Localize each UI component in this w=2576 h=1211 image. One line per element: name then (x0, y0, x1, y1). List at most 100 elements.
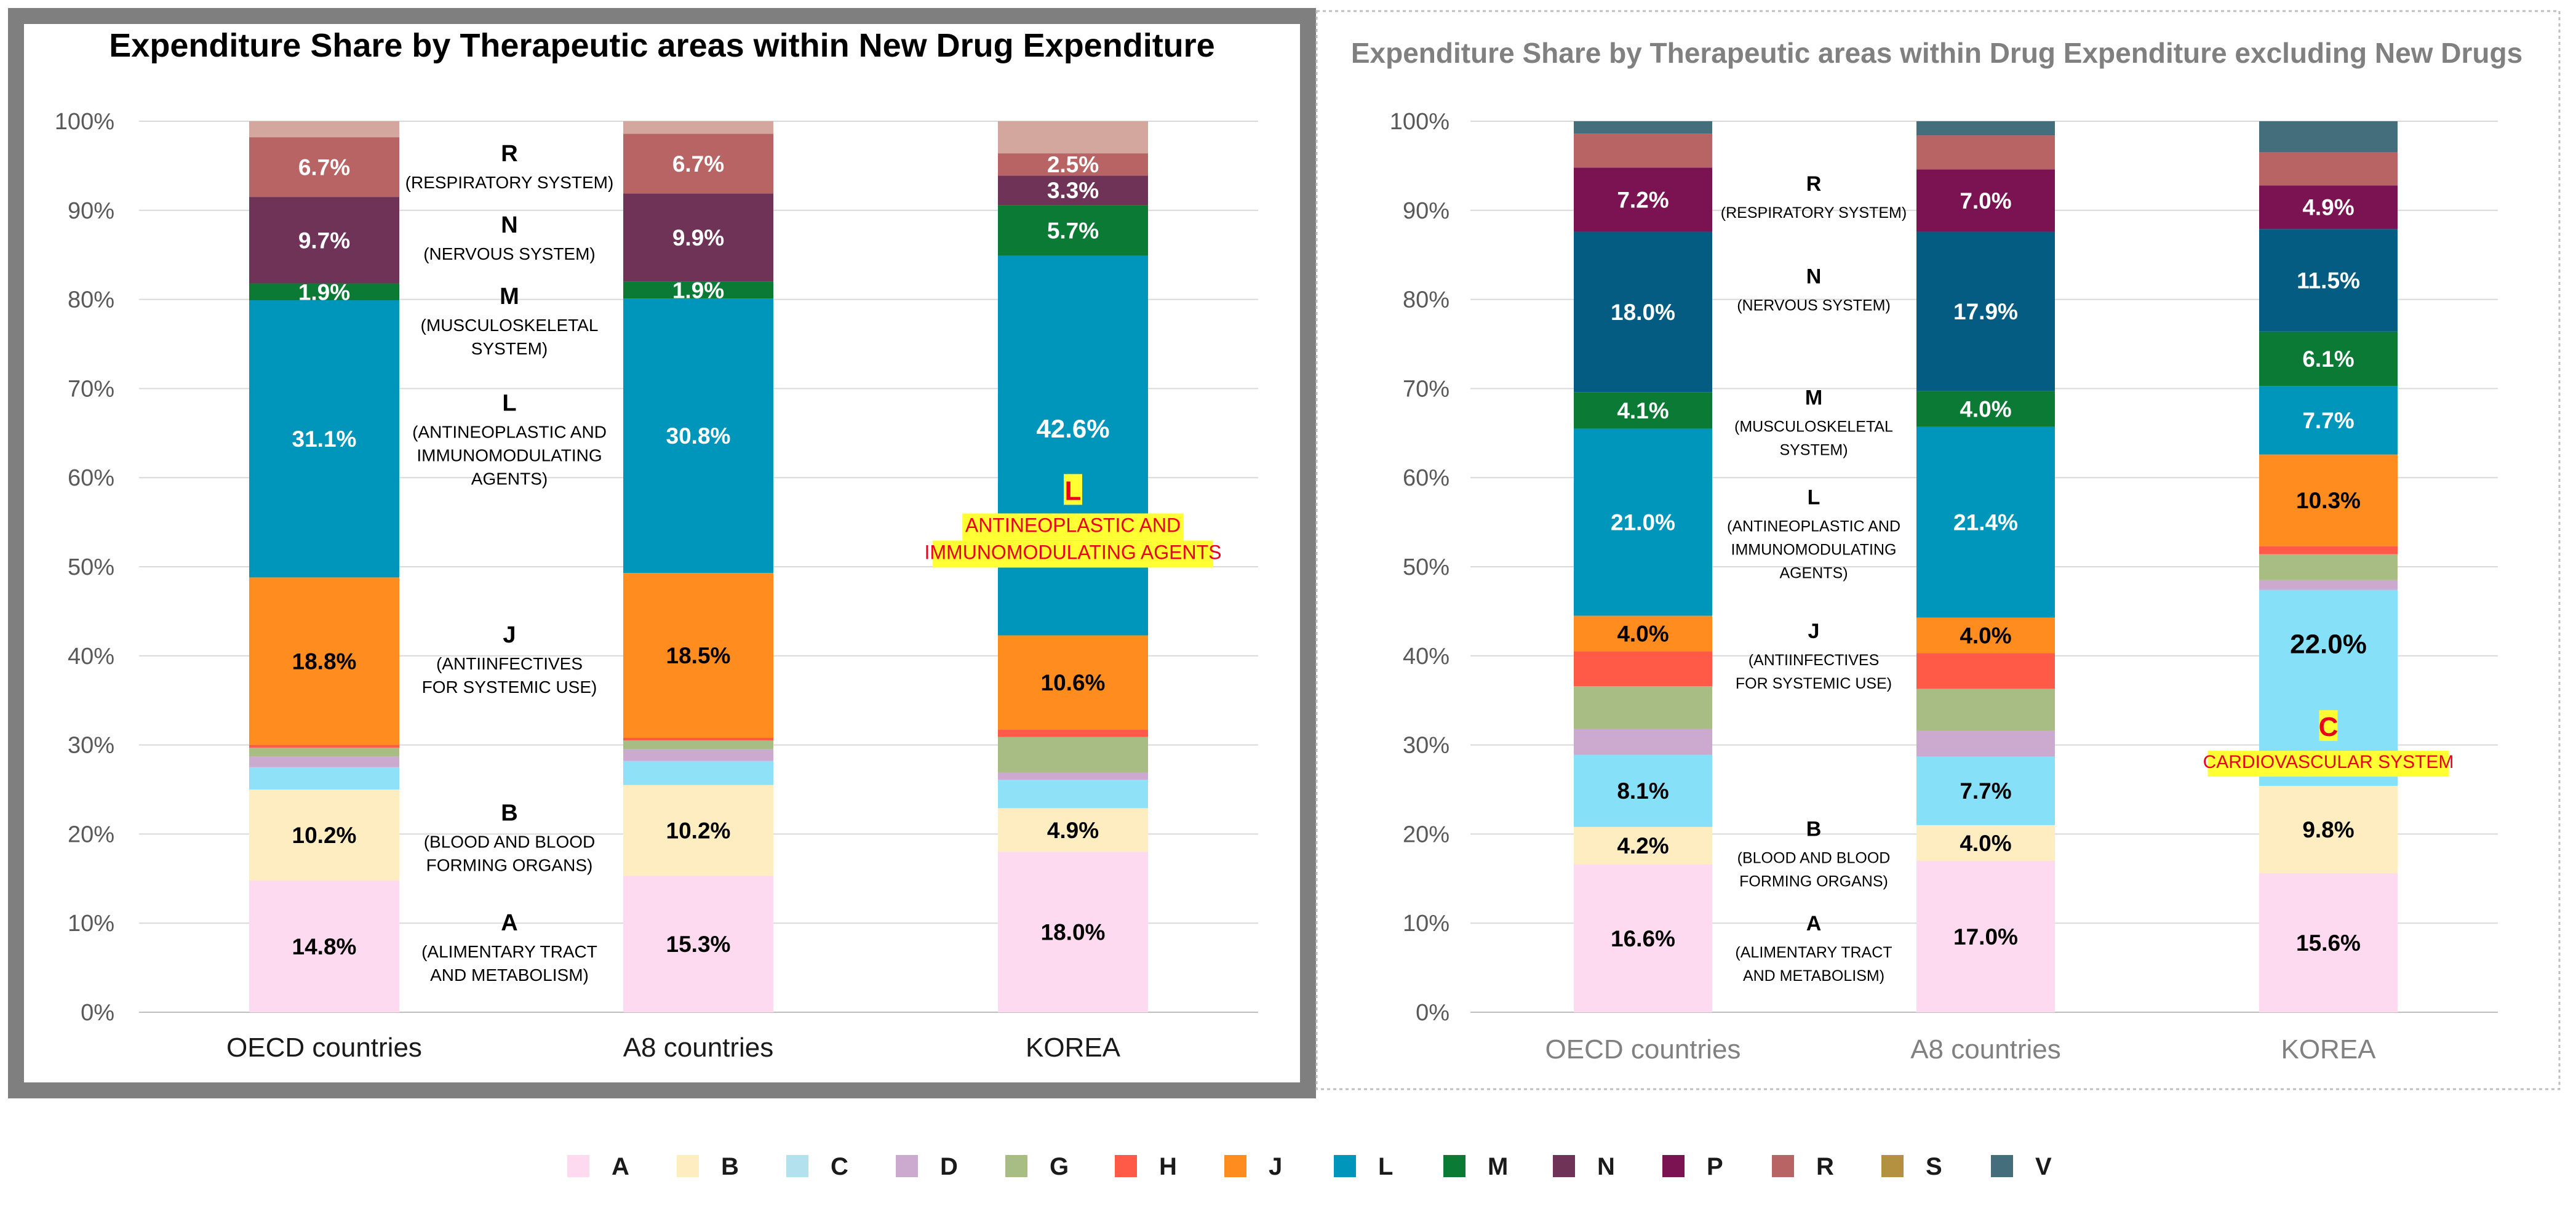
data-label: 4.0% (1960, 831, 2011, 856)
bar-segment-l (1574, 428, 1712, 616)
highlight-label: IMMUNOMODULATING AGENTS (925, 541, 1222, 563)
data-label: 2.5% (1047, 152, 1099, 177)
annotation-code: R (1806, 172, 1822, 196)
bar-segment-m (1574, 392, 1712, 429)
data-label: 31.1% (292, 426, 357, 452)
data-label: 7.7% (1960, 778, 2011, 804)
bar-segment-g (2259, 554, 2398, 580)
annotation-code: B (1806, 817, 1822, 841)
bar-segment-p (2259, 185, 2398, 230)
bar-segment-b (249, 789, 399, 881)
annotation-description: (ANTINEOPLASTIC AND (1727, 518, 1900, 535)
annotation-code: B (501, 801, 517, 826)
annotation-description: (RESPIRATORY SYSTEM) (1721, 204, 1907, 222)
legend-swatch-l (1334, 1155, 1356, 1177)
annotation-description: (MUSCULOSKELETAL (1734, 418, 1893, 435)
x-category-label: KOREA (1026, 1033, 1121, 1063)
y-tick-label: 100% (55, 109, 114, 135)
highlight-code: C (2319, 712, 2339, 742)
data-label: 21.4% (1953, 510, 2018, 535)
bar-segment-g (249, 747, 399, 757)
annotation-code: M (500, 284, 519, 310)
y-tick-label: 30% (68, 733, 114, 759)
bar-segment-other (998, 121, 1148, 154)
y-tick-label: 70% (1403, 376, 1449, 402)
bar-segment-j (2259, 454, 2398, 546)
data-label: 8.1% (1617, 778, 1669, 804)
y-tick-label: 60% (1403, 465, 1449, 491)
bar-segment-j (1916, 617, 2055, 653)
data-label: 10.2% (292, 823, 357, 848)
highlight-code-bg (2319, 710, 2338, 741)
data-label: 30.8% (666, 423, 731, 449)
bar-segment-g (623, 740, 773, 749)
bar-segment-b (623, 785, 773, 876)
annotation-code: L (1808, 486, 1820, 510)
data-label: 6.7% (298, 155, 350, 180)
bar-segment-j (1574, 615, 1712, 652)
bar-segment-c (998, 780, 1148, 809)
bar-segment-a (1574, 864, 1712, 1012)
legend-swatch-g (1005, 1155, 1027, 1177)
legend-label: J (1269, 1153, 1282, 1180)
annotation-code: A (1806, 912, 1822, 935)
highlight-label: ANTINEOPLASTIC AND (965, 514, 1181, 536)
legend-label: M (1488, 1153, 1508, 1180)
annotation-description: AND METABOLISM) (1743, 967, 1884, 985)
data-label: 10.2% (666, 818, 731, 844)
bar-segment-d (998, 772, 1148, 780)
y-tick-label: 50% (68, 554, 114, 580)
data-label: 4.9% (2302, 195, 2354, 220)
data-label: 1.9% (672, 278, 724, 303)
legend-label: A (612, 1153, 629, 1180)
annotation-description: (ANTIINFECTIVES (1749, 652, 1880, 669)
bar-segment-j (623, 573, 773, 738)
bar-segment-j (249, 577, 399, 745)
data-label: 4.1% (1617, 398, 1669, 423)
data-label: 15.6% (2296, 930, 2361, 956)
legend-label: D (940, 1153, 958, 1180)
data-label: 18.8% (292, 649, 357, 674)
annotation-code: M (1805, 386, 1822, 409)
annotation-description: AGENTS) (1779, 565, 1848, 582)
annotation-description: SYSTEM) (1779, 441, 1848, 458)
data-label: 11.5% (2297, 268, 2360, 293)
annotation-description: (ALIMENTARY TRACT (421, 942, 597, 961)
bar-segment-a (2259, 873, 2398, 1012)
bar-segment-a (249, 880, 399, 1012)
annotation-description: (ANTIINFECTIVES (436, 654, 583, 673)
bar-segment-r (623, 134, 773, 194)
annotation-code: N (501, 212, 517, 238)
bar-segment-h (623, 738, 773, 741)
y-tick-label: 40% (1403, 644, 1449, 669)
data-label: 4.0% (1960, 397, 2011, 422)
y-tick-label: 80% (1403, 287, 1449, 313)
annotation-code: J (503, 622, 516, 648)
y-tick-label: 40% (68, 644, 114, 669)
legend-swatch-h (1115, 1155, 1137, 1177)
highlight-code-bg (1064, 474, 1082, 505)
data-label: 17.9% (1953, 299, 2018, 324)
data-label: 42.6% (1036, 414, 1109, 443)
data-label: 4.9% (1047, 818, 1099, 843)
bar-segment-p (1574, 167, 1712, 232)
chart-title: Expenditure Share by Therapeutic areas w… (1351, 37, 2522, 69)
data-label: 14.8% (292, 934, 357, 959)
bar-segment-r (2259, 152, 2398, 186)
annotation-code: J (1808, 620, 1820, 643)
x-category-label: OECD countries (1545, 1034, 1741, 1065)
annotation-description: (BLOOD AND BLOOD (424, 833, 596, 852)
bar-segment-r (1574, 134, 1712, 168)
bar-segment-d (2259, 580, 2398, 590)
legend-label: H (1159, 1153, 1177, 1180)
annotation-description: (NERVOUS SYSTEM) (1737, 297, 1891, 314)
data-label: 9.9% (672, 225, 724, 250)
legend-swatch-p (1662, 1155, 1685, 1177)
y-tick-label: 90% (68, 198, 114, 224)
bar-segment-v (2259, 121, 2398, 153)
bar-segment-a (623, 876, 773, 1012)
legend-swatch-a (567, 1155, 589, 1177)
data-label: 18.0% (1611, 300, 1675, 325)
bar-segment-n (1916, 231, 2055, 391)
data-label: 4.0% (1617, 621, 1669, 647)
